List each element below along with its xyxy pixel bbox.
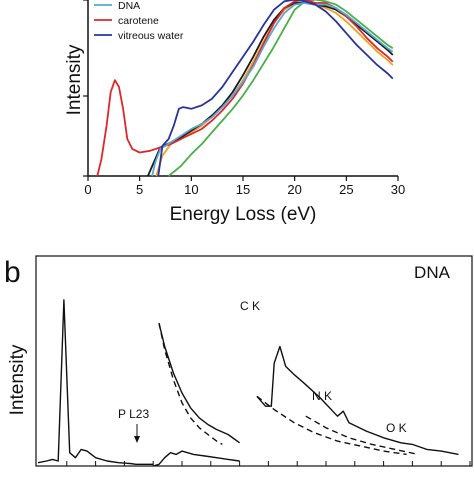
panel-a-y-ticks [83,0,88,177]
panel-a-x-axis-label: Energy Loss (eV) [170,204,317,225]
panel-b-title: DNA [414,263,451,282]
panel-b-x-ticks [66,461,471,466]
panel-a-x-tick-label: 10 [184,182,198,197]
annotation-n-k: N K [312,389,332,403]
series-line-3 [147,2,394,177]
panel-a-x-tick-label: 30 [391,182,405,197]
background-fit-dashed-line [305,415,419,456]
panel-a: 0 5 10 15 20 25 30 Energy Loss (eV) Intensity … [64,0,405,225]
panel-a-x-ticks: 0 5 10 15 20 25 30 [84,176,405,197]
panel-a-x-tick-label: 5 [136,182,143,197]
annotation-o-k: O K [386,421,407,435]
annotation-p-l23-arrowhead [134,436,140,443]
series-line-5 [168,0,394,177]
legend-background [89,0,209,44]
spectrum-line [153,450,240,467]
panel-a-x-tick-label: 15 [236,182,250,197]
spectrum-line [37,299,154,465]
spectrum-line [158,323,241,444]
panel-a-x-tick-label: 20 [287,182,301,197]
annotation-c-k: C K [240,299,260,313]
panel-b-y-axis-label: Intensity [7,344,28,415]
panel-b-label: b [4,256,21,289]
background-fit-dashed-line [158,323,223,446]
panel-a-y-axis-label: Intensity [64,44,85,115]
series-line-vitreous-water [157,0,394,177]
legend-label: DNA [118,0,140,12]
background-fit-dashed-line [256,395,407,456]
panel-a-series-lines [96,0,394,177]
panel-b: b DNA Intensity P L23 C K N K O K [4,255,473,467]
panel-a-x-tick-label: 0 [84,182,91,197]
legend-label: vitreous water [118,30,184,42]
spectrum-line [256,345,459,456]
panel-b-spectrum-lines [37,299,459,467]
panel-a-x-tick-label: 25 [339,182,353,197]
annotation-p-l23: P L23 [118,407,149,421]
panel-b-frame [35,255,473,467]
panel-a-legend: DNA carotene vitreous water [89,0,209,44]
legend-label: carotene [118,15,159,27]
series-line-dna [151,2,394,177]
